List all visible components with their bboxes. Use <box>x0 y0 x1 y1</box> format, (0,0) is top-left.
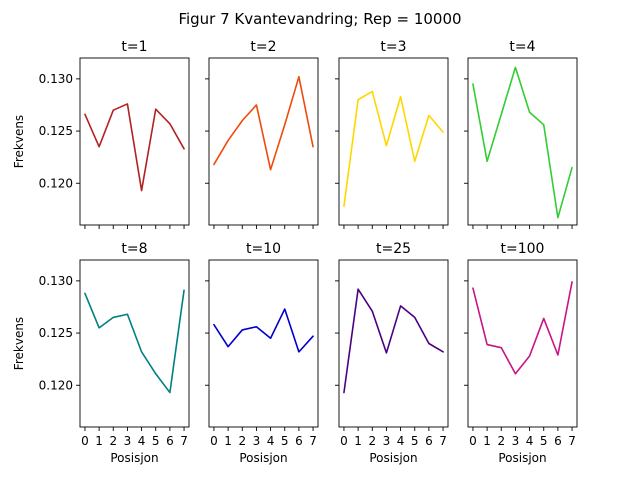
x-tick-label: 3 <box>253 434 261 448</box>
subplot-title: t=25 <box>376 241 411 257</box>
x-tick-label: 5 <box>540 434 548 448</box>
y-tick-label: 0.120 <box>39 378 73 392</box>
plot-frame <box>467 259 578 428</box>
plot-frame <box>338 259 449 428</box>
x-tick-label: 1 <box>95 434 103 448</box>
subplot-title: t=100 <box>501 241 545 257</box>
x-tick-label: 2 <box>109 434 117 448</box>
x-axis-label: Posisjon <box>239 451 287 465</box>
plot-frame <box>79 57 190 226</box>
x-tick-label: 4 <box>267 434 275 448</box>
subplot-title: t=2 <box>250 39 276 55</box>
x-axis-label: Posisjon <box>369 451 417 465</box>
x-tick-label: 0 <box>81 434 89 448</box>
x-tick-label: 4 <box>138 434 146 448</box>
x-tick-label: 0 <box>469 434 477 448</box>
x-tick-label: 3 <box>512 434 520 448</box>
subplot-4: t=4 <box>464 39 578 229</box>
x-tick-label: 0 <box>340 434 348 448</box>
series-line-t=25 <box>343 288 444 394</box>
series-line-t=8 <box>84 289 185 394</box>
x-tick-label: 3 <box>383 434 391 448</box>
x-tick-label: 7 <box>568 434 576 448</box>
subplot-3: t=3 <box>335 39 449 229</box>
subplot-2: t=2 <box>205 39 319 229</box>
x-tick-label: 2 <box>368 434 376 448</box>
y-axis-label: Frekvens <box>12 115 26 168</box>
x-tick-label: 5 <box>152 434 160 448</box>
y-tick-label: 0.125 <box>39 124 73 138</box>
x-axis-label: Posisjon <box>110 451 158 465</box>
subplot-title: t=8 <box>121 241 147 257</box>
series-line-t=10 <box>213 308 314 353</box>
subplot-6: t=10 0 1 2 3 4 5 6 7 Posisjon <box>205 241 319 465</box>
x-tick-label: 7 <box>439 434 447 448</box>
series-line-t=3 <box>343 90 444 208</box>
x-tick-label: 7 <box>309 434 317 448</box>
subplot-title: t=10 <box>246 241 281 257</box>
plot-frame <box>208 57 319 226</box>
x-axis-label: Posisjon <box>498 451 546 465</box>
plot-frame <box>208 259 319 428</box>
y-tick-label: 0.120 <box>39 176 73 190</box>
subplot-1: t=1 0.120 0.125 0.130 Frekvens <box>12 39 190 229</box>
subplot-grid: t=1 0.120 0.125 0.130 Frekvens t=2 t=3 t=4 t=8 0.… <box>12 39 578 465</box>
series-line-t=4 <box>472 66 573 219</box>
x-tick-label: 4 <box>526 434 534 448</box>
x-tick-label: 3 <box>124 434 132 448</box>
figure-title: Figur 7 Kvantevandring; Rep = 10000 <box>178 10 461 28</box>
x-tick-label: 7 <box>180 434 188 448</box>
subplot-8: t=100 0 1 2 3 4 5 6 7 Posisjon <box>464 241 578 465</box>
y-tick-label: 0.130 <box>39 72 73 86</box>
x-tick-label: 5 <box>411 434 419 448</box>
series-line-t=2 <box>213 75 314 171</box>
series-line-t=100 <box>472 281 573 375</box>
plot-frame <box>338 57 449 226</box>
y-tick-label: 0.125 <box>39 326 73 340</box>
y-tick-label: 0.130 <box>39 274 73 288</box>
x-tick-label: 2 <box>238 434 246 448</box>
subplot-title: t=3 <box>380 39 406 55</box>
x-tick-label: 1 <box>483 434 491 448</box>
x-tick-label: 5 <box>281 434 289 448</box>
x-tick-label: 1 <box>224 434 232 448</box>
subplot-7: t=25 0 1 2 3 4 5 6 7 Posisjon <box>335 241 449 465</box>
x-tick-label: 4 <box>397 434 405 448</box>
x-tick-label: 6 <box>554 434 562 448</box>
plot-frame <box>467 57 578 226</box>
y-axis-label: Frekvens <box>12 317 26 370</box>
x-tick-label: 6 <box>166 434 174 448</box>
subplot-5: t=8 0.120 0.125 0.130 0 1 2 3 4 5 6 7 Frekvens Posisj… <box>12 241 190 465</box>
x-tick-label: 6 <box>295 434 303 448</box>
x-tick-label: 2 <box>497 434 505 448</box>
series-line-t=1 <box>84 103 185 192</box>
x-tick-label: 1 <box>354 434 362 448</box>
x-tick-label: 6 <box>425 434 433 448</box>
subplot-title: t=4 <box>509 39 535 55</box>
x-tick-label: 0 <box>210 434 218 448</box>
subplot-title: t=1 <box>121 39 147 55</box>
plot-frame <box>79 259 190 428</box>
